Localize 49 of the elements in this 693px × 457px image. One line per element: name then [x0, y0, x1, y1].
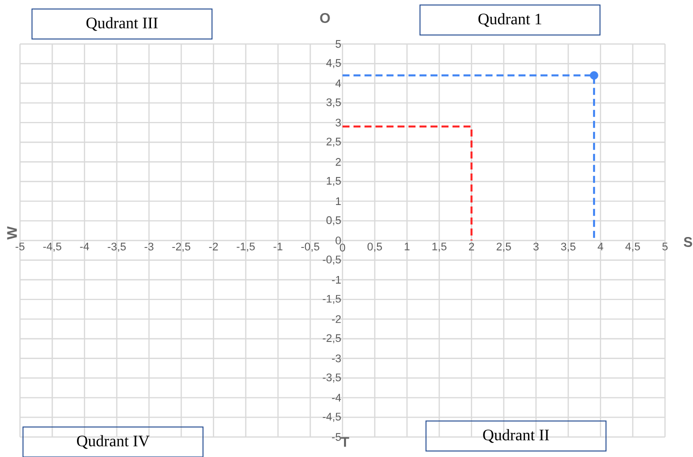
y-tick-label: -3,5	[322, 374, 341, 383]
y-tick-label: -5	[332, 433, 341, 441]
text: Qudrant 1	[478, 13, 542, 27]
x-tick-label: -1	[274, 242, 282, 250]
annotation: Qudrant IV	[77, 435, 150, 449]
x-tick-label: 0,5	[368, 242, 382, 252]
text: Qudrant III	[86, 17, 158, 31]
x-tick-label: 2,5	[496, 242, 511, 252]
x-tick-label: 4	[598, 242, 604, 250]
x-tick-label: -4	[80, 242, 90, 250]
y-tick-label: -1	[332, 276, 341, 284]
y-axis-title: W	[7, 226, 17, 240]
x-tick-label: 5	[662, 242, 668, 250]
text: T	[340, 437, 350, 447]
y-tick-label: 3	[336, 118, 341, 126]
y-tick-label: 2,5	[326, 138, 341, 147]
y-tick-label: 5	[336, 40, 341, 48]
x-tick-label: 3	[533, 242, 539, 250]
y-tick-label: -2	[332, 315, 341, 323]
y-tick-label: -0,5	[322, 256, 341, 265]
y-tick-label: 4,5	[326, 59, 341, 68]
x-tick-label: 3,5	[561, 242, 576, 252]
x-tick-label: -0,5	[301, 242, 320, 252]
x-tick-label: -1,5	[236, 242, 255, 252]
x-tick-label: 2	[468, 242, 474, 250]
x-tick-label: -3	[144, 242, 154, 250]
x-tick-label: -2,5	[172, 242, 190, 252]
y-tick-label: 1	[336, 197, 341, 205]
y-tick-label: 4	[335, 80, 341, 88]
annotation: Qudrant II	[483, 429, 549, 443]
x-tick-label: -4,5	[43, 242, 62, 252]
y-tick-label: 0	[336, 236, 341, 244]
text: O	[320, 13, 330, 23]
y-tick-label: 0,5	[326, 216, 341, 226]
x-tick-label: 4,5	[625, 242, 640, 252]
x-tick-label: -3,5	[108, 242, 126, 252]
x-axis-title: S	[684, 237, 692, 247]
y-tick-label: 3,5	[326, 98, 341, 108]
y-tick-label: -2,5	[322, 334, 341, 344]
x-tick-label: 1	[404, 242, 410, 250]
x-tick-label: -2	[209, 242, 218, 250]
x-tick-label: -5	[16, 242, 24, 250]
y-tick-label: 1,5	[326, 177, 341, 186]
y-tick-label: -4,5	[322, 412, 341, 422]
y-tick-label: -4	[332, 394, 341, 402]
y-tick-label: -1,5	[322, 294, 341, 304]
y-tick-label: 2	[336, 158, 341, 166]
y-tick-label: -3	[332, 354, 341, 362]
x-tick-label: 1,5	[432, 242, 446, 252]
